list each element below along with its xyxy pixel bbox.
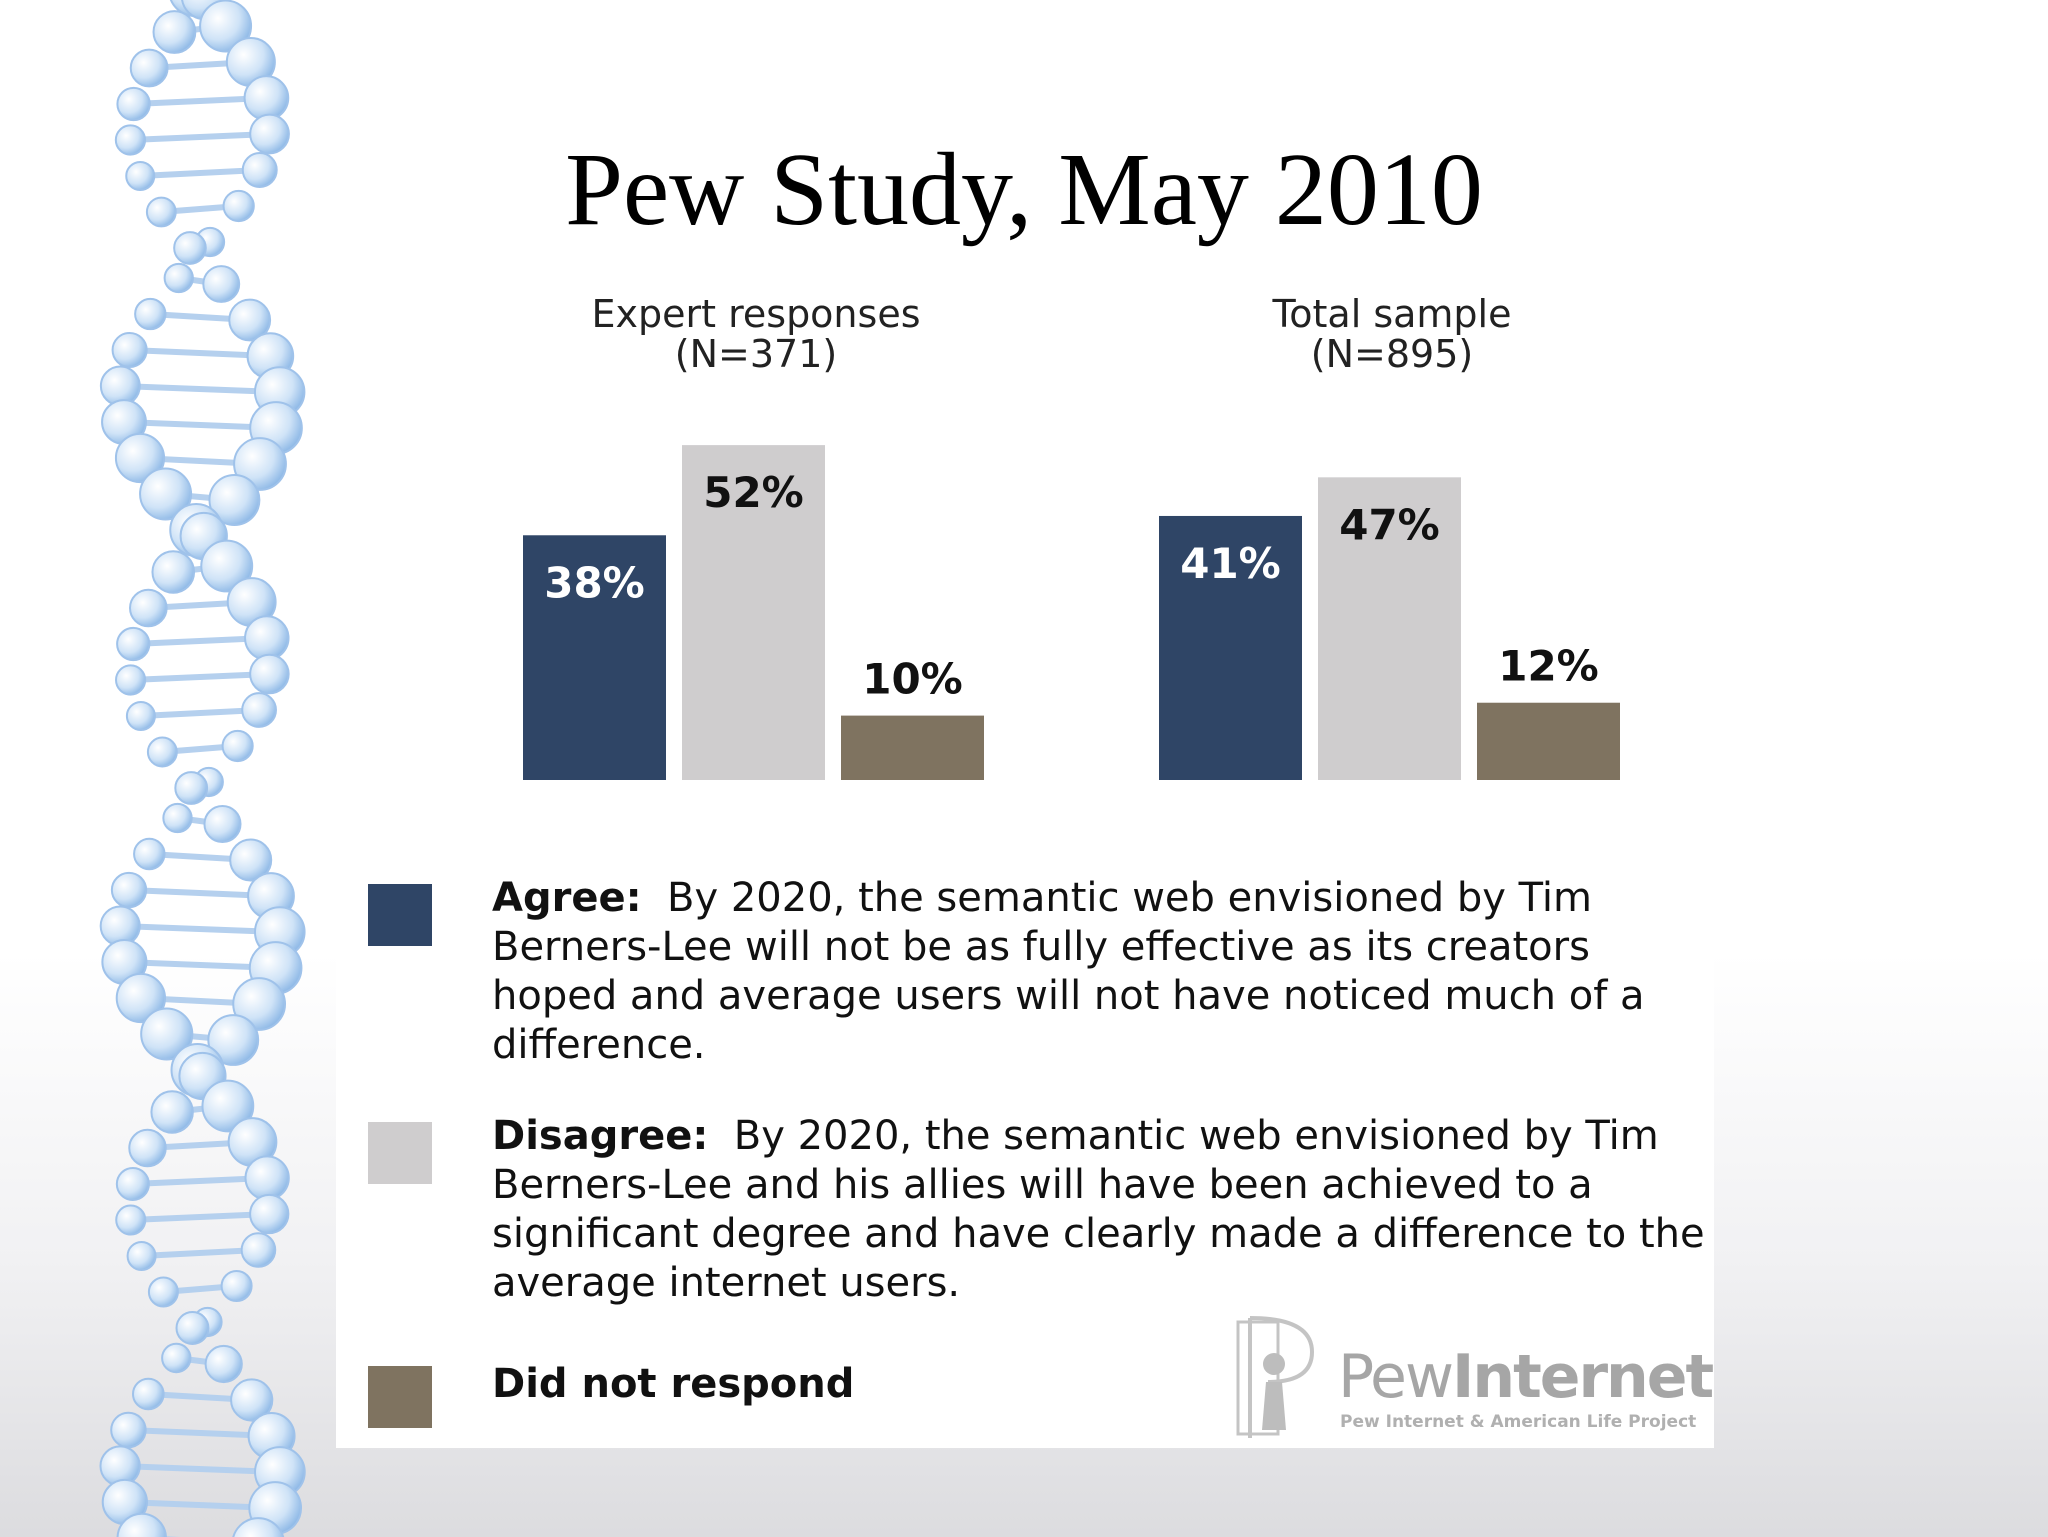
dna-node	[139, 467, 193, 521]
legend-label-agree: Agree:	[492, 875, 642, 921]
dna-node	[203, 804, 242, 844]
dna-node	[134, 297, 167, 331]
dna-node	[220, 1269, 253, 1303]
dna-node	[207, 1014, 260, 1066]
pew-logo-icon	[1236, 1316, 1315, 1438]
legend-label-no-response: Did not respond	[492, 1361, 855, 1407]
dna-rung	[130, 131, 270, 143]
dna-node	[146, 736, 178, 768]
group-title-expert-name: Expert responses	[591, 292, 921, 336]
dna-node	[201, 1079, 255, 1133]
dna-node	[116, 1512, 167, 1537]
dna-node	[126, 1240, 157, 1272]
dna-node	[233, 437, 287, 491]
dna-node	[115, 1166, 150, 1202]
dna-node	[115, 972, 167, 1024]
dna-node	[115, 664, 147, 696]
dna-node	[129, 48, 169, 88]
dna-node	[125, 700, 156, 732]
pew-internet-logo: PewInternet Pew Internet & American Life…	[1232, 1312, 1714, 1442]
dna-node	[174, 771, 209, 805]
dna-rung	[120, 923, 280, 935]
dna-node	[241, 692, 277, 728]
legend-text-no-response: Did not respond	[492, 1360, 1712, 1409]
dna-node	[199, 0, 253, 53]
group-title-expert: Expert responses (N=371)	[526, 294, 986, 374]
dna-node	[115, 1204, 147, 1236]
dna-node	[161, 1342, 192, 1374]
pew-logo-name: PewInternet	[1338, 1342, 1714, 1412]
dna-node	[232, 977, 287, 1031]
dna-node	[240, 1232, 277, 1268]
legend-label-disagree: Disagree:	[492, 1113, 709, 1159]
dna-node	[244, 1155, 290, 1201]
dna-rung	[130, 1211, 270, 1223]
slide-title: Pew Study, May 2010	[565, 132, 1483, 247]
dna-node	[114, 124, 147, 156]
dna-node	[147, 1276, 179, 1308]
legend-desc-agree: By 2020, the semantic web envisioned by …	[492, 875, 1645, 1068]
pew-logo-name-bold: Internet	[1452, 1342, 1714, 1412]
dna-node	[241, 152, 278, 188]
group-title-total-name: Total sample	[1272, 292, 1512, 336]
dna-rung	[140, 707, 260, 719]
pew-logo-name-light: Pew	[1338, 1342, 1454, 1412]
dna-node	[151, 550, 196, 594]
legend-desc-disagree: By 2020, the semantic web envisioned by …	[492, 1113, 1705, 1306]
legend-swatch-agree	[368, 884, 432, 946]
dna-node	[229, 838, 273, 882]
dna-node	[114, 432, 166, 484]
dna-node	[232, 1517, 285, 1537]
dna-node	[128, 1128, 167, 1168]
dna-node	[230, 1378, 274, 1422]
group-title-total-n: (N=895)	[1310, 332, 1474, 376]
dna-node	[200, 539, 254, 593]
dna-node	[163, 262, 194, 294]
dna-rung	[141, 1247, 259, 1259]
legend-text-agree: Agree: By 2020, the semantic web envisio…	[492, 874, 1712, 1070]
dna-node	[243, 75, 290, 121]
dna-node	[110, 1411, 147, 1449]
dna-decoration	[99, 0, 306, 1537]
dna-rung	[120, 383, 280, 395]
chart-panel	[336, 300, 1714, 1448]
dna-node	[202, 265, 241, 303]
dna-node	[204, 1344, 243, 1384]
dna-node	[150, 1090, 194, 1134]
pew-logo-tagline: Pew Internet & American Life Project	[1340, 1412, 1697, 1432]
legend-swatch-disagree	[368, 1122, 432, 1184]
dna-node	[244, 615, 290, 661]
dna-node	[221, 729, 254, 763]
dna-node	[116, 626, 151, 662]
dna-node	[129, 588, 168, 628]
dna-node	[228, 298, 272, 342]
dna-node	[116, 86, 151, 122]
dna-node	[145, 196, 177, 228]
dna-node	[140, 1007, 194, 1061]
dna-node	[175, 1311, 210, 1345]
dna-node	[133, 837, 166, 871]
dna-rung	[120, 1463, 280, 1475]
dna-node	[110, 871, 148, 909]
dna-node	[249, 113, 290, 155]
dna-node	[249, 1193, 290, 1235]
group-title-expert-n: (N=371)	[674, 332, 838, 376]
dna-rung	[140, 167, 260, 179]
dna-node	[173, 231, 207, 265]
legend-text-disagree: Disagree: By 2020, the semantic web envi…	[492, 1112, 1712, 1308]
dna-node	[208, 474, 261, 526]
group-title-total: Total sample (N=895)	[1162, 294, 1622, 374]
dna-node	[222, 189, 255, 223]
dna-node	[249, 653, 290, 695]
dna-rung	[130, 671, 270, 683]
legend-swatch-no-response	[368, 1366, 432, 1428]
dna-node	[111, 331, 148, 369]
dna-node	[162, 802, 193, 834]
dna-node	[132, 1377, 165, 1411]
dna-node	[152, 10, 197, 54]
dna-node	[125, 160, 156, 192]
